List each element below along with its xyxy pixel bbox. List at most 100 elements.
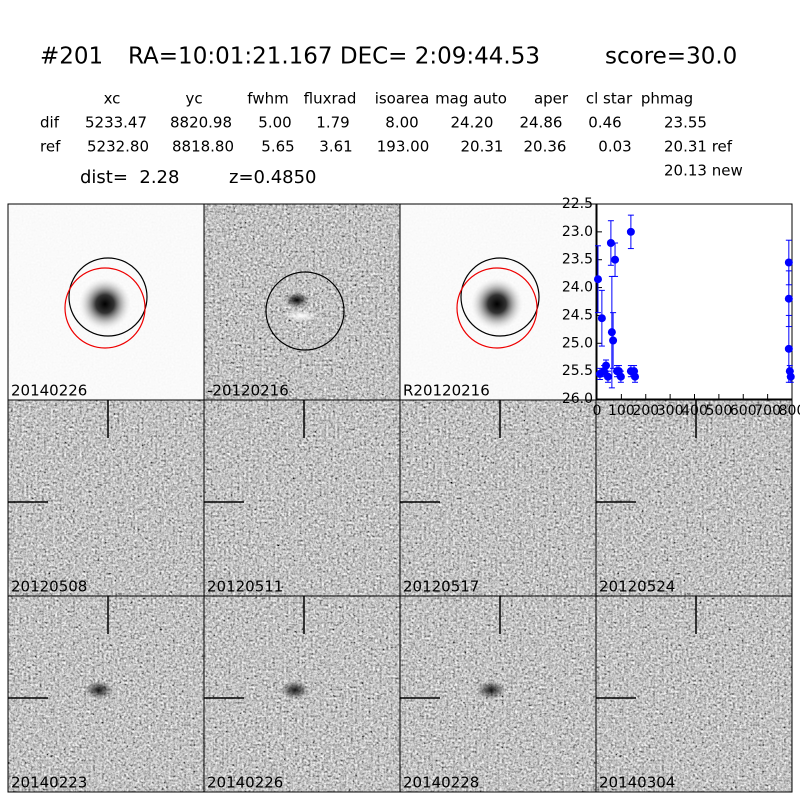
aperture-ref bbox=[456, 267, 538, 349]
aperture bbox=[460, 257, 540, 337]
y-tick-label: 22.5 bbox=[562, 196, 593, 212]
panels: 20140226 -20120216 R20120216 20120508 201205… bbox=[7, 203, 793, 793]
table-cell: 8820.98 bbox=[170, 114, 232, 132]
table-cell: 1.79 bbox=[316, 114, 349, 132]
x-tick-label: 100 bbox=[608, 403, 635, 419]
point bbox=[784, 258, 793, 267]
stamp-label: R20120216 bbox=[403, 382, 490, 400]
stamp-label: 20120524 bbox=[599, 578, 675, 596]
point bbox=[606, 239, 615, 247]
column-header: mag auto bbox=[435, 90, 507, 108]
score: score=30.0 bbox=[605, 44, 737, 70]
x-tick-label: 200 bbox=[632, 403, 659, 419]
redshift: z=0.4850 bbox=[229, 167, 317, 188]
table-cell: 0.46 bbox=[588, 114, 621, 132]
stamp: 20120508 bbox=[7, 399, 205, 597]
y-tick-label: 25.0 bbox=[562, 335, 593, 351]
y-tick-label: 25.5 bbox=[562, 363, 593, 379]
stamp: 20140304 bbox=[595, 595, 793, 793]
source bbox=[85, 681, 113, 699]
plot-area bbox=[596, 203, 793, 400]
y-tick-label: 26.0 bbox=[562, 391, 593, 407]
coordinates: RA=10:01:21.167 DEC= 2:09:44.53 bbox=[128, 44, 540, 70]
column-header: fluxrad bbox=[304, 90, 357, 108]
x-tick-label: 0 bbox=[593, 403, 602, 419]
point bbox=[597, 314, 606, 323]
stamp: -20120216 bbox=[203, 203, 401, 401]
source bbox=[79, 278, 131, 330]
point bbox=[603, 372, 612, 381]
table-cell: 193.00 bbox=[377, 138, 430, 156]
point bbox=[784, 344, 793, 353]
stamp-label: 20120508 bbox=[11, 578, 87, 596]
y-tick-label: 23.0 bbox=[562, 224, 593, 240]
column-header: phmag bbox=[641, 90, 693, 108]
stamp: 20140226 bbox=[203, 595, 401, 793]
stamp-label: 20120511 bbox=[207, 578, 283, 596]
x-tick-label: 500 bbox=[706, 403, 733, 419]
source bbox=[471, 278, 523, 330]
point bbox=[611, 255, 620, 264]
table-cell: 20.31 ref bbox=[664, 138, 733, 156]
point bbox=[631, 372, 640, 381]
table-cell: 24.20 bbox=[451, 114, 494, 132]
table-cell: 20.36 bbox=[524, 138, 567, 156]
stamp: 20120524 bbox=[595, 399, 793, 597]
stamp-image bbox=[204, 400, 400, 596]
column-header: fwhm bbox=[247, 90, 288, 108]
column-header: xc bbox=[104, 90, 121, 108]
stamp-label: 20140223 bbox=[11, 774, 87, 792]
table-cell: 8.00 bbox=[385, 114, 418, 132]
source bbox=[281, 681, 309, 699]
stamp-label: 20140228 bbox=[403, 774, 479, 792]
point bbox=[602, 361, 611, 370]
stamp-label: -20120216 bbox=[207, 382, 289, 400]
point bbox=[616, 372, 625, 381]
table-cell: 8818.80 bbox=[172, 138, 234, 156]
candidate-id: #201 bbox=[40, 44, 103, 70]
new-mag: 20.13 new bbox=[664, 162, 743, 180]
column-header: isoarea bbox=[375, 90, 430, 108]
stamp-label: 20140304 bbox=[599, 774, 675, 792]
x-tick-label: 600 bbox=[730, 403, 757, 419]
aperture bbox=[265, 271, 345, 351]
x-tick-label: 700 bbox=[754, 403, 781, 419]
point bbox=[784, 294, 793, 303]
stamp-image bbox=[8, 400, 204, 596]
x-tick-label: 800 bbox=[779, 403, 800, 419]
stamp: R20120216 bbox=[399, 203, 597, 401]
stamp-label: 20140226 bbox=[11, 382, 87, 400]
stamp: 20120517 bbox=[399, 399, 597, 597]
table-cell: 20.31 bbox=[461, 138, 504, 156]
stamp: 20140226 bbox=[7, 203, 205, 401]
y-tick-label: 23.5 bbox=[562, 252, 593, 268]
table-cell: 24.86 bbox=[520, 114, 563, 132]
aperture-ref bbox=[64, 267, 146, 349]
table-cell: ref bbox=[40, 138, 61, 156]
point bbox=[593, 275, 602, 284]
stamp: 20120511 bbox=[203, 399, 401, 597]
dist: dist= 2.28 bbox=[80, 167, 179, 188]
table-cell: 0.03 bbox=[598, 138, 631, 156]
table-cell: 5233.47 bbox=[85, 114, 147, 132]
residual-pos bbox=[283, 310, 319, 322]
stamp-image bbox=[596, 596, 792, 792]
stamp-image bbox=[400, 400, 596, 596]
point bbox=[609, 336, 618, 345]
point bbox=[786, 372, 795, 381]
stamp: 20140223 bbox=[7, 595, 205, 793]
residual bbox=[285, 292, 309, 308]
point bbox=[607, 328, 616, 337]
y-tick-label: 24.0 bbox=[562, 280, 593, 296]
table-cell: 23.55 bbox=[664, 114, 707, 132]
column-header: cl star bbox=[586, 90, 633, 108]
stamp-image bbox=[596, 400, 792, 596]
source bbox=[477, 681, 505, 699]
column-header: yc bbox=[185, 90, 202, 108]
y-tick-label: 24.5 bbox=[562, 307, 593, 323]
table-cell: dif bbox=[40, 114, 60, 132]
stamp-frame bbox=[595, 595, 793, 793]
stamp: 20140228 bbox=[399, 595, 597, 793]
